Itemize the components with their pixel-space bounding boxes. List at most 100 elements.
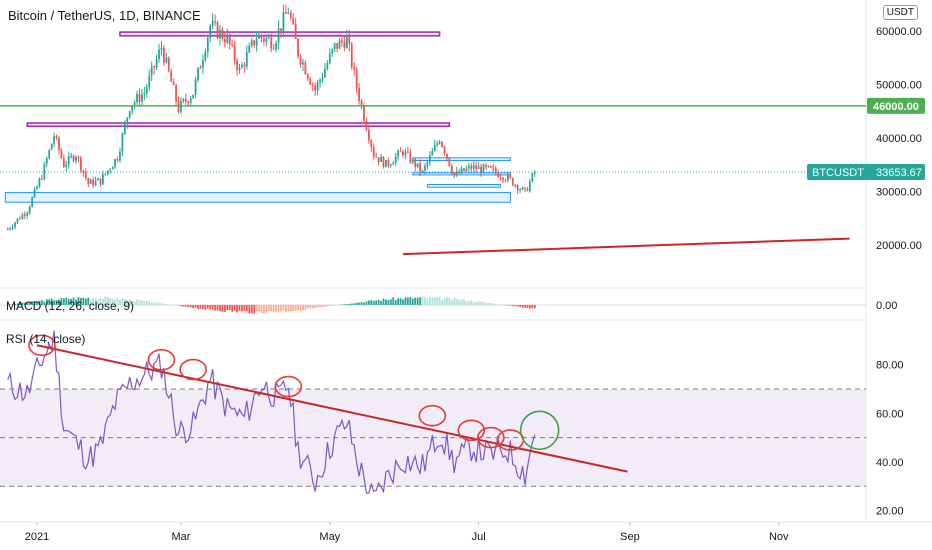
- time-tick-label: 2021: [25, 531, 49, 543]
- macd-bar: [489, 303, 492, 305]
- candle-body: [172, 81, 175, 85]
- candle: [433, 139, 436, 152]
- candle-body: [370, 140, 373, 148]
- candle-body: [223, 38, 226, 43]
- macd-bar: [65, 297, 68, 305]
- touch-circle: [147, 349, 176, 371]
- candle: [14, 221, 16, 230]
- macd-bar: [14, 304, 16, 305]
- macd-bar: [409, 296, 412, 305]
- candle: [265, 36, 268, 47]
- macd-bar: [216, 305, 219, 311]
- macd-bar: [38, 300, 41, 305]
- candle: [202, 54, 204, 74]
- price-tick-label: 30000.00: [876, 187, 922, 199]
- macd-bar: [128, 298, 131, 305]
- candle: [253, 39, 256, 48]
- candle: [167, 56, 170, 73]
- macd-bar: [36, 301, 38, 305]
- candle: [153, 65, 156, 75]
- candle: [465, 165, 468, 172]
- candle-body: [38, 178, 41, 187]
- candle: [531, 172, 534, 183]
- candle-body: [341, 40, 343, 43]
- level-price-badge: 46000.00: [867, 97, 925, 114]
- candle: [345, 29, 348, 49]
- candle-body: [489, 165, 492, 168]
- macd-bar: [123, 299, 126, 305]
- candle: [289, 9, 292, 21]
- candle: [287, 7, 290, 15]
- macd-bar: [399, 298, 402, 305]
- candle-body: [150, 66, 153, 76]
- candle-body: [497, 172, 500, 178]
- candle-body: [28, 206, 31, 213]
- candle-body: [509, 174, 512, 178]
- candle-body: [162, 47, 165, 63]
- macd-bar: [31, 301, 34, 305]
- candle-body: [255, 38, 258, 46]
- candle-body: [345, 35, 348, 49]
- macd-bar: [231, 305, 234, 312]
- candle-body: [6, 228, 9, 230]
- candle: [426, 160, 429, 170]
- macd-bar: [531, 305, 534, 309]
- candle-body: [209, 25, 212, 38]
- macd-bar: [428, 296, 431, 305]
- macd-bar: [465, 301, 468, 305]
- candle-body: [77, 156, 80, 158]
- candle-body: [302, 62, 304, 65]
- macd-bar: [126, 299, 129, 305]
- macd-bar: [319, 305, 321, 308]
- macd-bar: [228, 305, 231, 311]
- macd-bar: [448, 297, 451, 305]
- candle: [126, 117, 129, 129]
- macd-bar: [511, 305, 514, 307]
- candle: [175, 83, 177, 106]
- candle: [458, 168, 461, 174]
- macd-bar: [192, 305, 195, 309]
- macd-bar: [160, 303, 163, 305]
- macd-bar: [292, 305, 295, 311]
- macd-bar: [358, 302, 360, 305]
- candle: [116, 156, 119, 163]
- currency-badge[interactable]: USDT: [882, 5, 918, 20]
- candle: [89, 178, 92, 184]
- candle: [489, 165, 492, 168]
- candle: [533, 170, 536, 178]
- candle-body: [62, 157, 65, 168]
- macd-bar: [184, 305, 187, 307]
- candle: [162, 45, 165, 66]
- macd-bar: [311, 305, 314, 309]
- candle: [485, 163, 487, 170]
- macd-bar: [48, 299, 51, 305]
- candle: [272, 44, 275, 51]
- candle: [321, 72, 324, 83]
- candle: [394, 153, 397, 167]
- macd-bar: [387, 300, 390, 305]
- macd-bar: [150, 302, 153, 305]
- candle: [136, 90, 138, 105]
- candle-body: [119, 151, 121, 161]
- rsi-pane-label: RSI (14, close): [6, 332, 86, 346]
- candle: [263, 36, 265, 46]
- candle-body: [324, 69, 326, 78]
- candle: [326, 60, 329, 71]
- candle: [319, 77, 321, 88]
- candle: [372, 143, 375, 160]
- candle-body: [126, 117, 129, 124]
- candle-body: [514, 185, 517, 187]
- candle: [460, 165, 463, 175]
- candle-body: [165, 57, 168, 63]
- candle-body: [267, 37, 270, 39]
- candle: [248, 42, 251, 54]
- macd-bar: [306, 305, 309, 309]
- candle-body: [528, 181, 531, 191]
- candle-body: [133, 102, 136, 107]
- candle-body: [233, 44, 236, 61]
- macd-bar: [62, 298, 65, 305]
- candle-body: [99, 178, 102, 185]
- candle-body: [524, 187, 526, 189]
- candle: [87, 177, 90, 188]
- candle-body: [58, 137, 60, 151]
